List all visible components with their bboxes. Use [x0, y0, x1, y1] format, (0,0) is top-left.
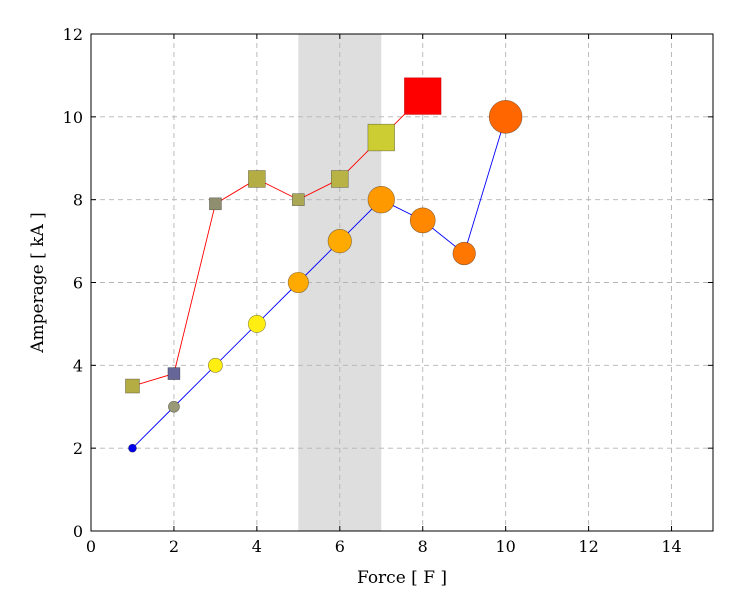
x-tick-label: 8 [418, 537, 428, 556]
y-tick-label: 12 [63, 25, 83, 44]
series-line-1 [132, 116, 507, 449]
x-axis-label: Force [ F ] [357, 568, 447, 588]
x-tick-label: 4 [252, 537, 262, 556]
data-point-circle [287, 271, 309, 294]
data-point-circle [367, 186, 395, 214]
y-tick-label: 4 [73, 356, 83, 375]
x-tick-label: 12 [578, 537, 598, 556]
data-point-circle [452, 241, 476, 266]
data-point-circle [207, 357, 223, 373]
x-tick-label: 2 [169, 537, 179, 556]
data-point-circle [128, 443, 137, 453]
x-tick-label: 10 [495, 537, 515, 556]
y-tick-label: 2 [73, 439, 83, 458]
data-point-circle [488, 100, 523, 134]
y-tick-label: 6 [73, 274, 83, 293]
data-point-square [248, 170, 266, 188]
data-point-circle [327, 228, 352, 254]
data-point-circle [409, 207, 436, 234]
data-point-circle [247, 314, 266, 333]
y-axis-label: Amperage [ kA ] [28, 212, 48, 354]
data-point-square [404, 77, 442, 115]
x-tick-label: 14 [661, 537, 681, 556]
x-tick-label: 0 [86, 537, 96, 556]
y-tick-label: 10 [63, 108, 83, 127]
y-tick-label: 0 [73, 522, 83, 541]
data-point-square [209, 197, 222, 211]
data-point-square [125, 378, 140, 394]
data-point-square [331, 170, 349, 188]
data-point-circle [168, 400, 180, 413]
data-point-square [167, 367, 181, 380]
data-point-square [292, 193, 305, 206]
x-tick-label: 6 [335, 537, 345, 556]
data-point-square [367, 123, 395, 152]
y-tick-label: 8 [73, 191, 83, 210]
